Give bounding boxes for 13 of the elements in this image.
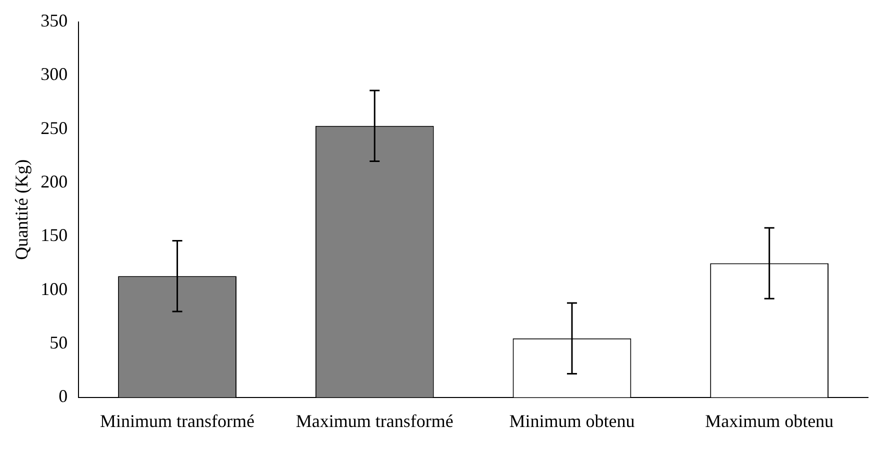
y-tick-label: 300 <box>40 64 68 84</box>
y-tick-label: 200 <box>40 172 68 192</box>
x-tick-label: Minimum transformé <box>100 410 255 431</box>
y-tick-label: 350 <box>40 10 68 31</box>
x-tick-label: Maximum transformé <box>296 410 454 431</box>
y-tick-label: 150 <box>40 225 68 246</box>
x-tick-label: Maximum obtenu <box>705 410 834 431</box>
y-axis-title: Quantité (Kg) <box>12 159 32 260</box>
y-tick-label: 50 <box>50 332 68 352</box>
y-tick-label: 0 <box>58 386 68 406</box>
y-tick-label: 250 <box>40 118 68 138</box>
y-tick-label: 100 <box>40 278 68 299</box>
x-tick-label: Minimum obtenu <box>509 410 635 431</box>
